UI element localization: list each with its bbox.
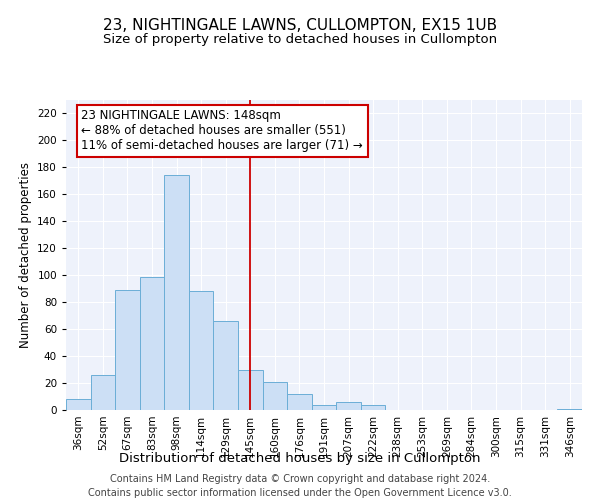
Bar — [238, 370, 263, 410]
Text: Contains HM Land Registry data © Crown copyright and database right 2024.
Contai: Contains HM Land Registry data © Crown c… — [88, 474, 512, 498]
Bar — [214, 321, 238, 410]
Bar — [263, 382, 287, 410]
Bar — [66, 399, 91, 410]
Text: Distribution of detached houses by size in Cullompton: Distribution of detached houses by size … — [119, 452, 481, 465]
Bar — [361, 404, 385, 410]
Text: 23 NIGHTINGALE LAWNS: 148sqm
← 88% of detached houses are smaller (551)
11% of s: 23 NIGHTINGALE LAWNS: 148sqm ← 88% of de… — [82, 110, 363, 152]
Bar — [287, 394, 312, 410]
Bar — [115, 290, 140, 410]
Bar — [557, 408, 582, 410]
Text: 23, NIGHTINGALE LAWNS, CULLOMPTON, EX15 1UB: 23, NIGHTINGALE LAWNS, CULLOMPTON, EX15 … — [103, 18, 497, 32]
Text: Size of property relative to detached houses in Cullompton: Size of property relative to detached ho… — [103, 32, 497, 46]
Y-axis label: Number of detached properties: Number of detached properties — [19, 162, 32, 348]
Bar — [336, 402, 361, 410]
Bar — [189, 292, 214, 410]
Bar — [91, 375, 115, 410]
Bar — [164, 176, 189, 410]
Bar — [140, 276, 164, 410]
Bar — [312, 404, 336, 410]
